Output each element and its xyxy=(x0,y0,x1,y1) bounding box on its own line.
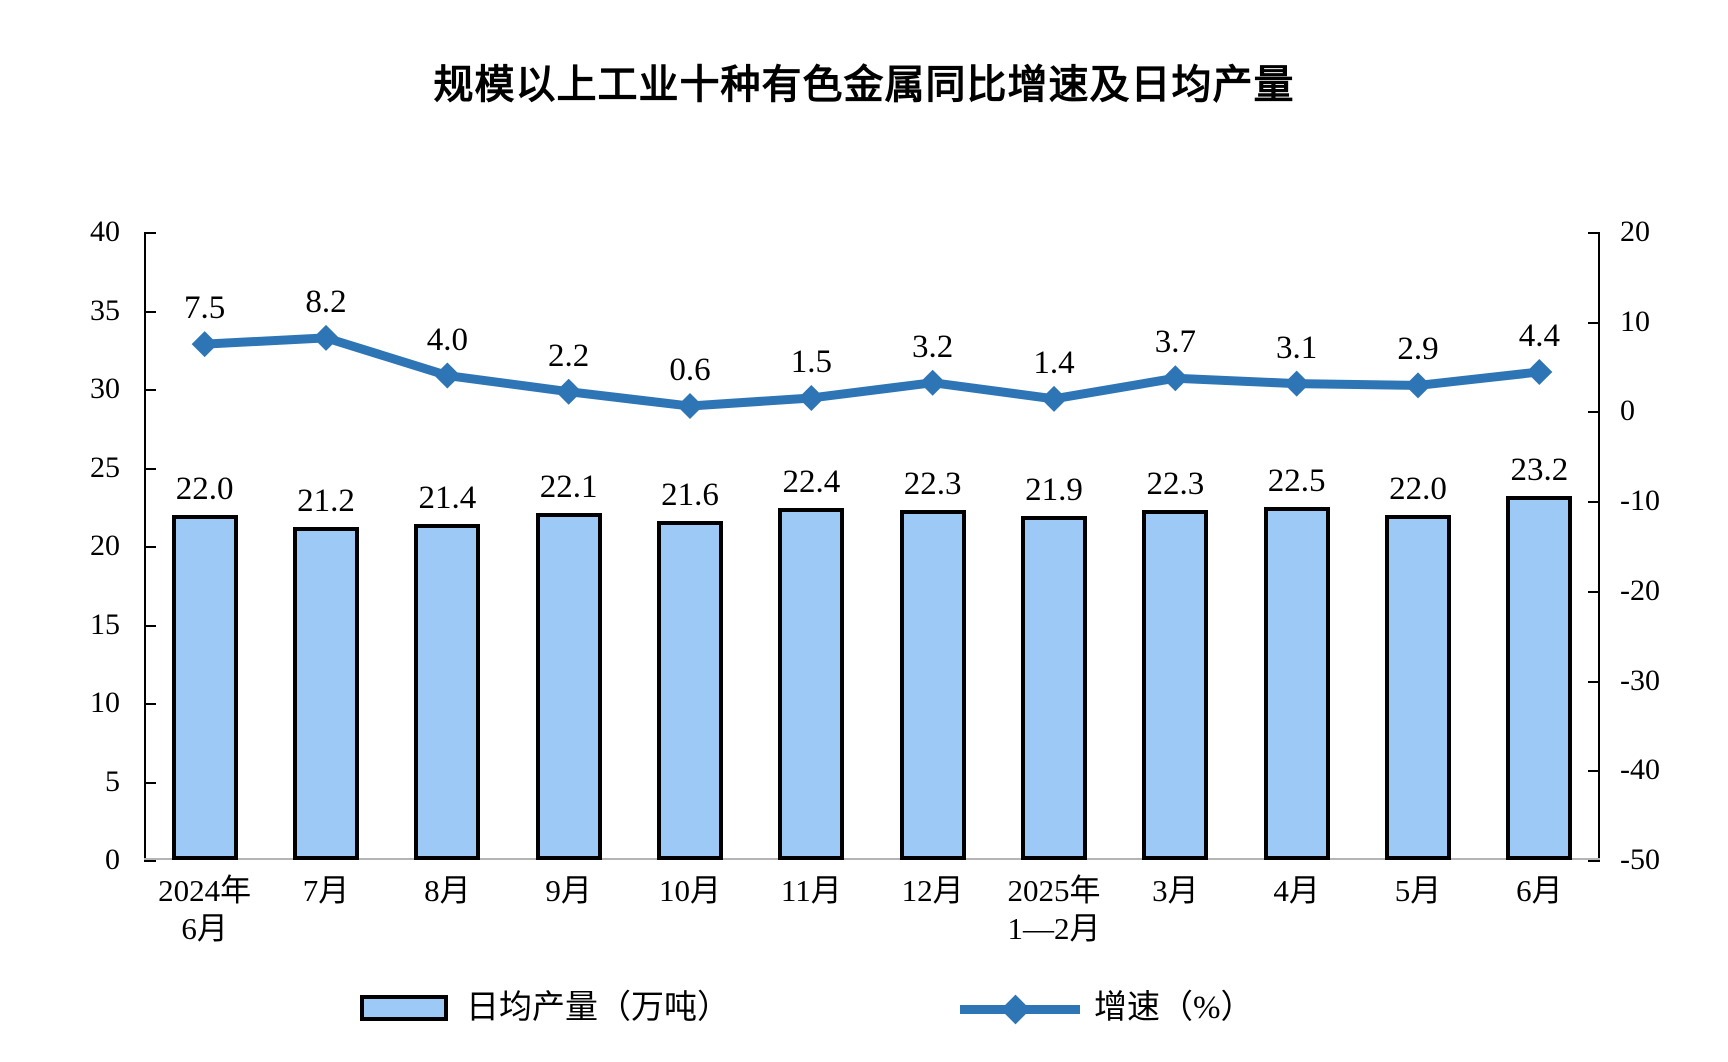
right-axis-tick-mark xyxy=(1588,590,1600,593)
right-axis-tick-mark xyxy=(1588,232,1600,234)
x-axis-baseline xyxy=(144,858,1600,860)
right-axis-tick-mark xyxy=(1588,680,1600,683)
bar xyxy=(1385,514,1451,860)
left-axis-tick-mark xyxy=(144,703,156,705)
legend-item-daily-output[interactable]: 日均产量（万吨） xyxy=(360,978,730,1038)
bar-value-label: 23.2 xyxy=(1510,451,1569,488)
left-axis-tick-mark xyxy=(144,310,156,313)
bar-value-label: 22.0 xyxy=(1389,470,1447,507)
x-axis-tick-label: 3月 xyxy=(1152,873,1199,908)
right-axis-tick-label: 10 xyxy=(1620,304,1650,338)
left-axis-tick-mark xyxy=(144,860,156,862)
right-axis-tick-label: -30 xyxy=(1620,663,1660,697)
right-axis-tick-label: -40 xyxy=(1620,753,1660,787)
page-title: 规模以上工业十种有色金属同比增速及日均产量 xyxy=(433,62,1295,108)
x-axis-category-labels: 2024年 6月 7月 8月 9月 10月 11月 12月 2025年 1—2月 3月 4月 5月 6月 xyxy=(144,872,1600,972)
left-axis-tick-label: 20 xyxy=(90,529,120,562)
x-axis-tick-label: 8月 xyxy=(424,873,471,908)
left-axis-tick-mark xyxy=(144,467,156,470)
left-axis-tick-mark xyxy=(144,546,156,548)
x-axis-tick-label: 7月 xyxy=(302,873,350,908)
x-axis-tick-label: 11月 xyxy=(780,873,842,908)
bar xyxy=(778,508,845,860)
left-axis-tick-mark xyxy=(144,624,156,627)
bar-swatch-icon xyxy=(360,995,448,1021)
bar xyxy=(657,520,723,860)
bar xyxy=(1142,509,1209,860)
line-diamond-swatch-icon xyxy=(960,994,1080,1025)
legend-label-growth-rate: 增速（%） xyxy=(1094,989,1254,1026)
bar-value-label: 21.2 xyxy=(297,483,355,520)
bar-series-layer: 22.0 21.2 21.4 22.1 21.6 22.4 22.3 21.9 22.3 22.5… xyxy=(144,232,1600,860)
bar-value-label: 22.3 xyxy=(1146,465,1205,502)
bar xyxy=(293,527,359,860)
left-axis-tick-label: 0 xyxy=(105,843,120,876)
x-axis-tick-label: 2025年 1—2月 xyxy=(1007,873,1101,946)
bar xyxy=(414,524,481,860)
right-axis-tick-mark xyxy=(1588,411,1600,414)
bar xyxy=(1021,516,1087,860)
left-axis-tick-label: 40 xyxy=(90,215,120,248)
bar-value-label: 22.1 xyxy=(539,469,598,506)
bar-value-label: 21.6 xyxy=(661,476,719,513)
bar-value-label: 22.0 xyxy=(175,470,234,507)
right-axis-tick-label: -50 xyxy=(1620,843,1660,876)
right-axis-tick-mark xyxy=(1588,501,1600,504)
right-axis-tick-mark xyxy=(1588,770,1600,773)
x-axis-tick-label: 5月 xyxy=(1394,873,1442,908)
left-axis-tick-label: 25 xyxy=(90,450,120,484)
left-axis-tick-label: 30 xyxy=(90,372,120,405)
x-axis-tick-label: 6月 xyxy=(1516,873,1563,908)
left-axis-tick-mark xyxy=(144,781,156,784)
x-axis-tick-label: 12月 xyxy=(901,873,964,908)
bar xyxy=(1263,506,1330,860)
left-axis-tick-mark xyxy=(144,232,156,234)
left-axis-tick-label: 35 xyxy=(90,293,120,327)
bar xyxy=(171,514,238,860)
right-axis-tick-mark xyxy=(1588,321,1600,324)
left-axis-tick-label: 10 xyxy=(90,686,120,719)
bar xyxy=(535,513,602,860)
x-axis-tick-label: 4月 xyxy=(1273,873,1320,908)
bar xyxy=(1506,495,1573,860)
right-axis-tick-mark xyxy=(1588,860,1600,862)
bar-value-label: 21.9 xyxy=(1025,472,1083,509)
bar-value-label: 22.4 xyxy=(782,464,841,501)
right-axis-tick-label: 20 xyxy=(1620,215,1650,248)
right-axis-tick-label: -20 xyxy=(1620,573,1660,607)
right-axis-tick-label: -10 xyxy=(1620,484,1660,518)
right-axis-tick-label: 0 xyxy=(1620,394,1635,428)
bar-value-label: 22.5 xyxy=(1267,462,1326,499)
legend-label-daily-output: 日均产量（万吨） xyxy=(466,989,730,1026)
x-axis-tick-label: 2024年 6月 xyxy=(158,873,252,946)
x-axis-tick-label: 10月 xyxy=(659,873,721,908)
left-axis-tick-label: 15 xyxy=(90,607,120,641)
bar-value-label: 21.4 xyxy=(418,480,477,517)
legend-item-growth-rate[interactable]: 增速（%） xyxy=(960,978,1254,1038)
chart-legend: 日均产量（万吨） 增速（%） xyxy=(0,978,1728,1038)
x-axis-tick-label: 9月 xyxy=(545,873,592,908)
left-axis-tick-mark xyxy=(144,389,156,391)
bar xyxy=(899,509,966,860)
bar-value-label: 22.3 xyxy=(903,465,962,502)
left-axis-tick-label: 5 xyxy=(105,764,120,798)
